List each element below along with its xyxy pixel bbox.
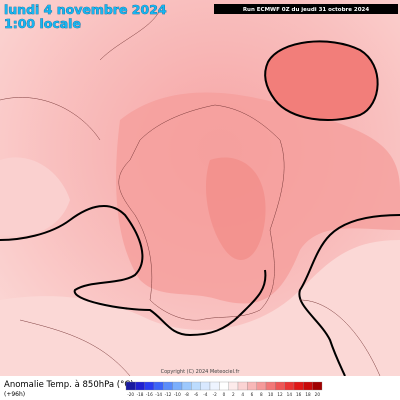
- colorbar-label: 6: [251, 392, 254, 397]
- colorbar-label: 12: [277, 392, 283, 397]
- colorbar-cell: [284, 381, 295, 391]
- colorbar-label: -20: [127, 392, 134, 397]
- colorbar-cell: [200, 381, 211, 391]
- colorbar-label: -18: [137, 392, 144, 397]
- colorbar-cell: [135, 381, 145, 391]
- colorbar-cell: [163, 381, 173, 391]
- colorbar-label: -6: [194, 392, 199, 397]
- colorbar-cell: [256, 381, 267, 391]
- colorbar-label: 14: [287, 392, 293, 397]
- footer-step: (+96h): [4, 391, 25, 398]
- anomaly-zone-west: [0, 157, 70, 237]
- colorbar-label: 18: [305, 392, 311, 397]
- colorbar-cell: [228, 381, 239, 391]
- colorbar-label: -16: [146, 392, 153, 397]
- colorbar-label: -12: [165, 392, 172, 397]
- colorbar-label: 16: [296, 392, 302, 397]
- contour-zero: [0, 204, 267, 337]
- colorbar: -20 -18 -16 -14 -12 -10 -8 -6 -4 -2 0 2 4 6 8 10 12 14 16 1…: [125, 381, 323, 397]
- colorbar-cell: [153, 381, 164, 391]
- colorbar-cell: [303, 381, 313, 391]
- colorbar-cell: [293, 381, 304, 391]
- colorbar-cell: [144, 381, 155, 391]
- coastline: [0, 9, 381, 377]
- colorbar-cell: [125, 381, 136, 391]
- colorbar-label: 0: [223, 392, 226, 397]
- contour-zero-east: [298, 214, 400, 377]
- colorbar-label: -8: [185, 392, 190, 397]
- colorbar-cell: [237, 381, 248, 391]
- colorbar-cell: [247, 381, 257, 391]
- colorbar-label: 10: [268, 392, 274, 397]
- colorbar-cell: [265, 381, 276, 391]
- anomaly-zone-south: [0, 240, 400, 376]
- colorbar-label: 4: [241, 392, 244, 397]
- colorbar-cell: [181, 381, 192, 391]
- colorbar-label: -10: [174, 392, 181, 397]
- colorbar-cell: [191, 381, 201, 391]
- colorbar-label: 20: [315, 392, 321, 397]
- run-label: Run ECMWF 0Z du jeudi 31 octobre 2024: [243, 7, 370, 13]
- colorbar-label: -4: [203, 392, 208, 397]
- colorbar-cell: [275, 381, 285, 391]
- date-label: lundi 4 novembre 2024: [4, 2, 167, 17]
- colorbar-label: 8: [260, 392, 263, 397]
- anomaly-core: [205, 157, 266, 260]
- copyright: Copyright (C) 2024 Meteociel.fr: [161, 369, 241, 375]
- run-banner: [214, 4, 398, 14]
- colorbar-cell: [219, 381, 229, 391]
- colorbar-cell: [312, 381, 323, 391]
- time-label: 1:00 locale: [4, 16, 81, 31]
- contour-max: [264, 40, 379, 121]
- colorbar-cell: [209, 381, 220, 391]
- footer-title: Anomalie Temp. à 850hPa (°C): [4, 380, 134, 390]
- colorbar-label: -2: [213, 392, 218, 397]
- colorbar-label: -14: [155, 392, 162, 397]
- colorbar-cell: [172, 381, 183, 391]
- colorbar-label: 2: [232, 392, 235, 397]
- country-border: [118, 104, 285, 321]
